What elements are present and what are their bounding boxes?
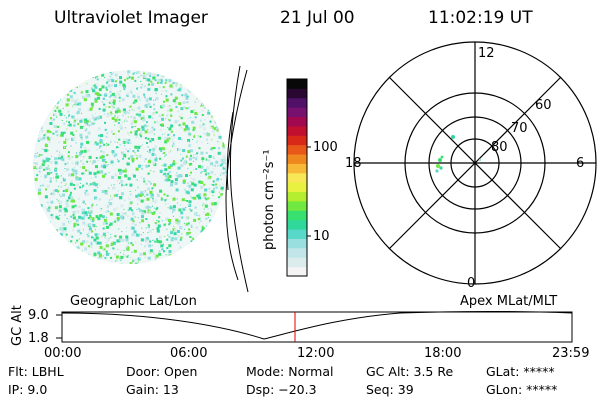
polar-plot (353, 41, 597, 285)
altitude-timeline (56, 311, 573, 343)
colorbar (286, 78, 308, 277)
seq-info: Seq: 39 (366, 382, 414, 397)
instrument-title: Ultraviolet Imager (54, 8, 208, 28)
mlt-label-18: 18 (345, 156, 362, 171)
mode-info: Mode: Normal (246, 364, 334, 379)
apex-label: Apex MLat/MLT (460, 294, 558, 309)
gc-alt-axis-title: GC Alt (10, 305, 25, 346)
gc-alt-info: GC Alt: 3.5 Re (366, 364, 454, 379)
lat-label-80: 80 (491, 140, 508, 155)
door-info: Door: Open (126, 364, 198, 379)
lat-label-60: 60 (535, 98, 552, 113)
x-tick-0000: 00:00 (44, 346, 82, 361)
mlt-label-0: 0 (467, 276, 476, 291)
time-label: 11:02:19 UT (428, 8, 533, 28)
date-label: 21 Jul 00 (280, 8, 355, 28)
x-tick-1800: 18:00 (424, 346, 462, 361)
polar-aurora-points (435, 135, 482, 173)
x-tick-0600: 06:00 (170, 346, 208, 361)
colorbar-tick-100: 100 (313, 140, 338, 155)
x-tick-1200: 12:00 (297, 346, 335, 361)
glat-info: GLat: ***** (486, 364, 555, 379)
colorbar-tick-10: 10 (313, 229, 330, 244)
limb-lines (225, 65, 249, 293)
x-tick-2359: 23:59 (552, 346, 590, 361)
mlt-label-6: 6 (576, 156, 585, 171)
filter-info: Flt: LBHL (8, 364, 64, 379)
dsp-info: Dsp: −20.3 (246, 382, 317, 397)
ip-info: IP: 9.0 (8, 382, 48, 397)
uv-earth-image (33, 70, 227, 264)
colorbar-ticks (307, 146, 311, 237)
gain-info: Gain: 13 (126, 382, 179, 397)
geographic-label: Geographic Lat/Lon (70, 294, 197, 309)
y-tick-1-8: 1.8 (28, 331, 49, 346)
y-tick-9: 9.0 (28, 308, 49, 323)
lat-label-70: 70 (511, 121, 528, 136)
mlt-label-12: 12 (478, 46, 495, 61)
glon-info: GLon: ***** (486, 382, 558, 397)
colorbar-unit-label: photon cm⁻²s⁻¹ (262, 149, 277, 250)
